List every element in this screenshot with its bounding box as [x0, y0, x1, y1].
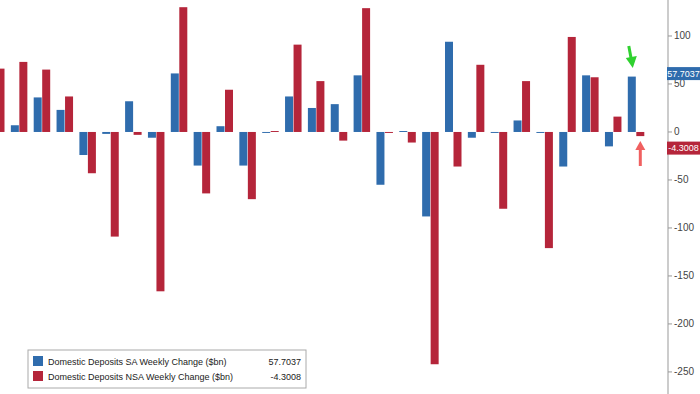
- legend-swatch: [33, 356, 43, 366]
- bar: [613, 117, 621, 132]
- bar: [57, 110, 65, 132]
- bar: [79, 132, 87, 155]
- tick-label: -250: [674, 366, 694, 377]
- bar: [0, 69, 5, 132]
- bar: [262, 131, 270, 133]
- tick-label: 100: [674, 30, 691, 41]
- tick: [668, 83, 672, 84]
- arrow-red: [635, 141, 645, 166]
- tick-label: 0: [674, 126, 680, 137]
- bar: [316, 81, 324, 132]
- bar: [179, 7, 187, 132]
- tick: [668, 131, 672, 132]
- tick: [668, 323, 672, 324]
- bar: [628, 77, 636, 132]
- tick-label: -150: [674, 270, 694, 281]
- bar: [34, 97, 42, 132]
- bar: [331, 104, 339, 132]
- bar: [591, 77, 599, 132]
- bar: [582, 75, 590, 132]
- bar: [239, 132, 247, 166]
- bar: [605, 132, 613, 146]
- last-value-text: 57.7037: [667, 69, 700, 79]
- bar: [294, 45, 302, 132]
- bar: [339, 132, 347, 141]
- bar: [559, 132, 567, 167]
- tick: [668, 275, 672, 276]
- bar: [217, 126, 225, 132]
- legend-swatch: [33, 371, 43, 381]
- bar: [19, 62, 27, 132]
- bar: [194, 132, 202, 166]
- bar: [499, 132, 507, 209]
- tick-label: -200: [674, 318, 694, 329]
- bar: [476, 65, 484, 132]
- bar: [522, 81, 530, 132]
- arrow-green: [626, 46, 637, 68]
- bar: [362, 8, 370, 132]
- tick-label: 50: [674, 78, 686, 89]
- arrow-head: [635, 141, 645, 150]
- bar: [171, 73, 179, 132]
- bar: [202, 132, 210, 193]
- legend-value: 57.7037: [268, 357, 301, 367]
- bar: [468, 132, 476, 138]
- legend-label: Domestic Deposits SA Weekly Change ($bn): [48, 357, 226, 367]
- bar: [636, 132, 644, 136]
- bars: [0, 7, 644, 364]
- tick: [668, 371, 672, 372]
- arrow-head: [626, 56, 637, 68]
- bar: [408, 132, 416, 143]
- bar: [111, 132, 119, 237]
- last-value-box: [667, 142, 700, 155]
- tick-label: -100: [674, 222, 694, 233]
- last-value-text: -4.3008: [668, 143, 699, 153]
- last-value-label: 57.7037: [667, 67, 700, 80]
- bar: [285, 96, 293, 132]
- y-axis: -250 -200 -150 -100 -50 0 50 100: [668, 0, 694, 394]
- bar: [148, 132, 156, 138]
- bar: [385, 131, 393, 133]
- last-value-box: [667, 67, 700, 80]
- bar: [42, 70, 50, 132]
- bar: [454, 132, 462, 167]
- bar: [376, 132, 384, 185]
- bar: [431, 132, 439, 364]
- tick-label: -50: [674, 174, 689, 185]
- last-value-label: -4.3008: [667, 142, 700, 155]
- bar: [514, 120, 522, 132]
- arrow-shaft: [639, 148, 642, 166]
- tick: [668, 227, 672, 228]
- tick: [668, 35, 672, 36]
- bar: [536, 131, 544, 133]
- bar: [308, 108, 316, 132]
- legend-label: Domestic Deposits NSA Weekly Change ($bn…: [48, 372, 233, 382]
- bar: [248, 132, 256, 199]
- bar: [88, 132, 96, 173]
- bar: [271, 131, 279, 133]
- legend-value: -4.3008: [270, 372, 301, 382]
- legend-box: [28, 350, 306, 388]
- bar: [422, 132, 430, 216]
- bar: [125, 101, 133, 132]
- bar: [545, 132, 553, 248]
- bar: [399, 131, 407, 133]
- bar: [65, 96, 73, 132]
- bar: [568, 37, 576, 132]
- bar: [354, 75, 362, 132]
- bar: [102, 132, 110, 134]
- bar: [11, 125, 19, 132]
- tick: [668, 179, 672, 180]
- chart: -250-200-150-100-5005010057.7037-4.3008D…: [0, 0, 700, 394]
- bar: [491, 131, 499, 133]
- legend: Domestic Deposits SA Weekly Change ($bn)…: [28, 350, 306, 388]
- bar: [225, 90, 233, 132]
- bar: [445, 42, 453, 132]
- axis-line: [668, 0, 669, 394]
- bar: [134, 132, 142, 135]
- bar: [156, 132, 164, 291]
